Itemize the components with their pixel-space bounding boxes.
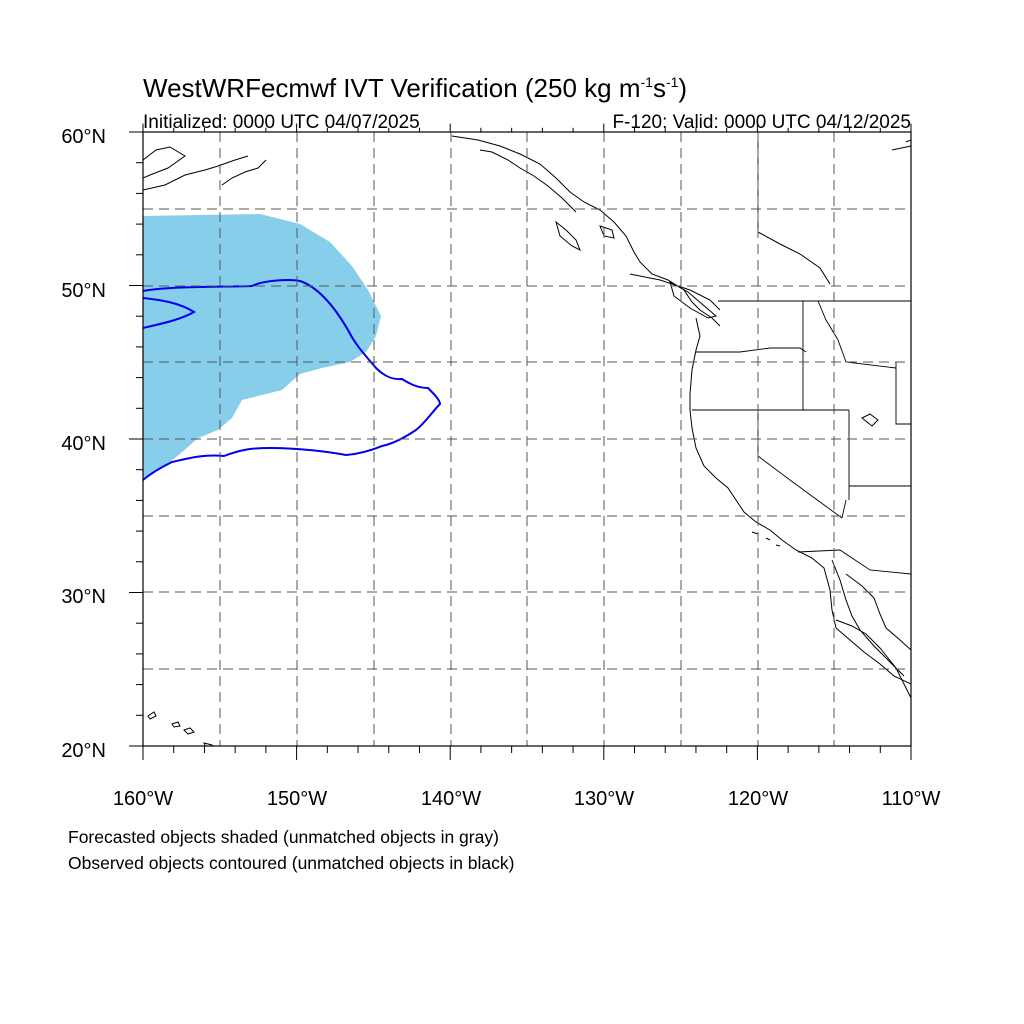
latitude-labels: 60°N 50°N 40°N 30°N 20°N xyxy=(61,126,106,762)
longitude-labels: 160°W 150°W 140°W 130°W 120°W 110°W xyxy=(113,788,941,810)
initialized-label: Initialized: 0000 UTC 04/07/2025 xyxy=(143,112,420,133)
observed-ivt-object-tongue xyxy=(143,297,196,329)
axis-ticks xyxy=(129,123,912,760)
forecast-note: Forecasted objects shaded (unmatched obj… xyxy=(68,827,499,847)
observed-ivt-object xyxy=(143,279,442,481)
map-title: WestWRFecmwf IVT Verification (250 kg m-… xyxy=(143,73,687,103)
lat-label-50: 50°N xyxy=(61,280,106,302)
lat-label-30: 30°N xyxy=(61,586,106,608)
valid-time-label: F-120: Valid: 0000 UTC 04/12/2025 xyxy=(612,112,911,133)
lon-label-140w: 140°W xyxy=(421,788,481,810)
lon-label-120w: 120°W xyxy=(728,788,788,810)
forecast-ivt-object xyxy=(143,214,381,478)
lon-label-160w: 160°W xyxy=(113,788,173,810)
observed-note: Observed objects contoured (unmatched ob… xyxy=(68,853,515,873)
graticule xyxy=(143,132,911,746)
lat-label-40: 40°N xyxy=(61,433,106,455)
lon-label-110w: 110°W xyxy=(882,788,941,810)
lon-label-130w: 130°W xyxy=(574,788,634,810)
political-borders xyxy=(692,132,911,575)
lat-label-60: 60°N xyxy=(61,126,106,148)
lon-label-150w: 150°W xyxy=(267,788,327,810)
lat-label-20: 20°N xyxy=(61,740,106,762)
